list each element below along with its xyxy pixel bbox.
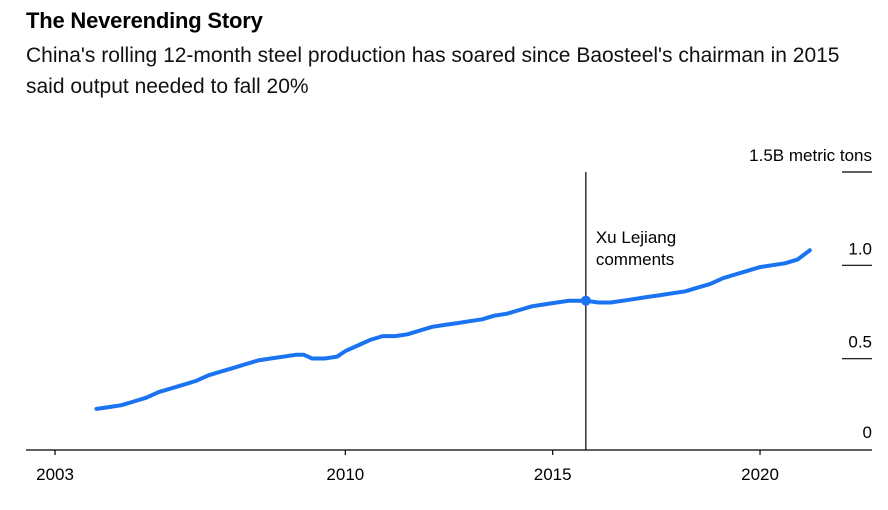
x-tick-label: 2003 — [36, 465, 74, 484]
y-tick-label: 1.5B metric tons — [749, 146, 872, 165]
chart-subtitle: China's rolling 12-month steel productio… — [26, 44, 840, 98]
y-tick-label: 0 — [863, 423, 872, 442]
x-tick-label: 2010 — [326, 465, 364, 484]
x-tick-label: 2020 — [741, 465, 779, 484]
series-line — [94, 248, 812, 411]
y-tick-label: 0.5 — [848, 333, 872, 352]
annotation-label: comments — [596, 250, 674, 269]
x-tick-label: 2015 — [534, 465, 572, 484]
annotation-marker — [580, 295, 591, 306]
y-tick-label: 1.0 — [848, 239, 872, 258]
annotation-label: Xu Lejiang — [596, 228, 676, 247]
chart-title: The Neverending Story — [26, 8, 263, 33]
